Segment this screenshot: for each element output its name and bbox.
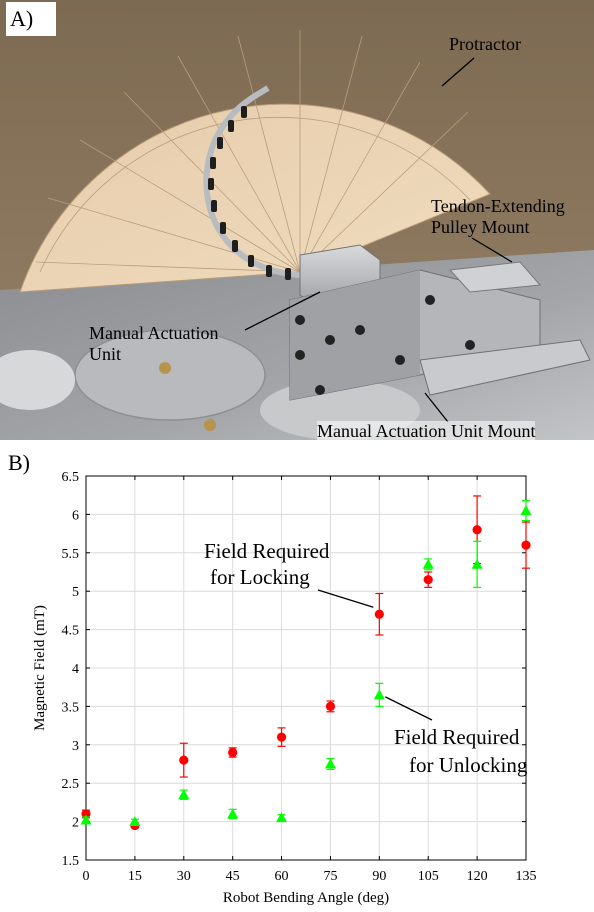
x-tick-label: 75	[323, 869, 337, 884]
series-locking	[81, 495, 531, 831]
tendon-mount-label-line1: Tendon-Extending	[431, 196, 565, 216]
panel-a-label: A)	[6, 2, 56, 36]
y-tick-label: 3.5	[62, 700, 80, 715]
y-tick-label: 5.5	[62, 547, 80, 562]
annotation-unlocking-line1: Field Required	[394, 725, 520, 749]
x-tick-label: 105	[418, 869, 439, 884]
y-tick-label: 4.5	[62, 624, 80, 639]
data-point	[374, 609, 384, 619]
x-tick-label: 45	[226, 869, 240, 884]
y-tick-label: 1.5	[62, 854, 80, 869]
protractor-label: Protractor	[449, 34, 521, 54]
x-tick-label: 15	[128, 869, 142, 884]
experimental-setup-photo	[0, 0, 594, 440]
manual-unit-label: Manual Actuation Unit	[89, 323, 218, 365]
annotation-locking-line1: Field Required	[204, 539, 330, 563]
data-point	[227, 808, 239, 819]
annotation-unlocking-leader	[385, 696, 433, 721]
x-axis-label: Robot Bending Angle (deg)	[223, 890, 389, 906]
tendon-mount-label: Tendon-Extending Pulley Mount	[431, 196, 565, 238]
x-tick-label: 0	[83, 869, 90, 884]
manual-unit-label-line2: Unit	[89, 344, 122, 364]
axis-ticks: 0 15 30 45 60 75 90 105 120 135 1.5 2 2.5 3 3.5 4 4.5 5 5.…	[62, 470, 537, 884]
manual-unit-label-line1: Manual Actuation	[89, 323, 219, 343]
y-axis-label: Magnetic Field (mT)	[32, 605, 48, 731]
annotation-locking-leader	[317, 589, 374, 608]
data-point	[324, 758, 336, 769]
y-tick-label: 5	[72, 585, 79, 600]
x-tick-label: 60	[275, 869, 289, 884]
data-point	[276, 732, 287, 742]
data-point	[472, 525, 482, 535]
y-tick-label: 2.5	[62, 777, 80, 792]
magnetic-field-chart: 0 15 30 45 60 75 90 105 120 135 1.5 2 2.5 3 3.5 4 4.5 5 5.…	[32, 470, 537, 906]
data-point	[80, 814, 92, 825]
data-marks	[80, 495, 532, 831]
y-tick-label: 6.5	[62, 470, 80, 485]
annotation-locking-line2: for Locking	[210, 565, 310, 589]
y-tick-label: 3	[72, 739, 79, 754]
data-point	[129, 816, 141, 826]
x-tick-label: 90	[372, 869, 386, 884]
data-point	[422, 558, 434, 569]
tendon-mount-label-line2: Pulley Mount	[431, 217, 530, 237]
data-point	[373, 689, 385, 700]
y-tick-label: 4	[72, 662, 79, 677]
data-point	[276, 812, 288, 823]
panel-b-label: B)	[8, 450, 30, 475]
data-point	[179, 755, 189, 765]
data-point	[228, 747, 238, 758]
grid	[85, 475, 527, 861]
data-point	[325, 701, 336, 711]
x-tick-label: 30	[177, 869, 191, 884]
unit-mount-label: Manual Actuation Unit Mount	[317, 421, 536, 442]
y-tick-label: 6	[72, 508, 79, 523]
data-point	[178, 789, 190, 800]
data-point	[81, 809, 91, 819]
data-point	[521, 540, 531, 550]
data-point	[520, 505, 532, 515]
photo-panel: A) Protractor Tendon-Extending Pulley Mo…	[0, 0, 594, 442]
y-tick-label: 2	[72, 816, 79, 831]
data-point	[471, 558, 483, 569]
series-unlocking	[80, 499, 532, 826]
x-tick-label: 135	[516, 869, 537, 884]
data-point	[423, 575, 433, 585]
x-tick-label: 120	[467, 869, 488, 884]
annotation-unlocking-line2: for Unlocking	[409, 753, 528, 777]
annotations: Field Required for Locking Field Require…	[204, 539, 528, 777]
